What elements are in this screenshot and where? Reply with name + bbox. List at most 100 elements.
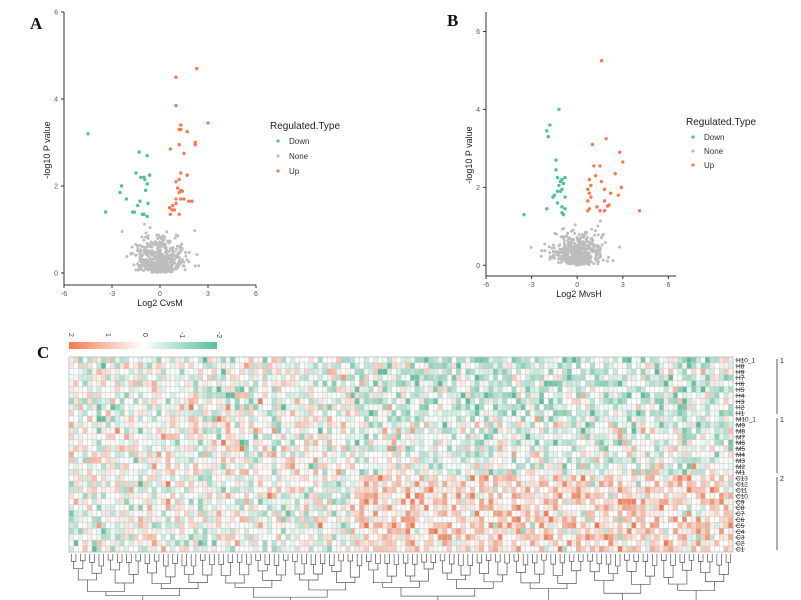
heatmap-cell <box>354 415 360 423</box>
heatmap-cell <box>626 498 632 505</box>
heatmap-cell <box>96 368 102 375</box>
heatmap-cell <box>654 439 660 446</box>
point-none <box>577 246 581 250</box>
heatmap-cell <box>562 398 568 405</box>
heatmap-cell <box>672 504 678 511</box>
heatmap-cell <box>580 445 586 452</box>
heatmap-cell <box>410 386 416 393</box>
heatmap-cell <box>622 457 628 464</box>
heatmap-cell <box>728 498 734 505</box>
point-none <box>547 245 551 249</box>
heatmap-cell <box>502 457 508 464</box>
heatmap-cell <box>654 498 660 505</box>
y-tick-label: 6 <box>54 10 58 17</box>
heatmap-cell <box>327 504 333 511</box>
heatmap-cell <box>511 474 517 482</box>
heatmap-cell <box>220 486 226 494</box>
point-up <box>618 150 622 154</box>
heatmap-cell <box>165 392 171 399</box>
point-none <box>144 257 148 261</box>
point-down <box>118 190 122 195</box>
heatmap-cell <box>552 480 558 488</box>
heatmap-cell <box>520 457 526 464</box>
heatmap-cell <box>396 386 402 393</box>
heatmap-cell <box>386 474 392 482</box>
heatmap-cell <box>700 433 706 440</box>
heatmap-cell <box>234 469 240 476</box>
heatmap-cell <box>589 404 595 411</box>
heatmap-cell <box>386 409 392 417</box>
heatmap-cell <box>433 480 439 488</box>
heatmap-cell <box>493 498 499 505</box>
point-none <box>600 243 604 247</box>
heatmap-cell <box>488 474 494 482</box>
heatmap-cell <box>580 386 586 393</box>
heatmap-cell <box>617 398 623 405</box>
heatmap-cell <box>511 445 517 452</box>
x-tick-label: 0 <box>158 291 162 298</box>
heatmap-cell <box>197 510 203 517</box>
heatmap-cell <box>446 362 452 370</box>
heatmap-cell <box>649 469 655 476</box>
heatmap-cell <box>529 362 535 370</box>
heatmap-cell <box>91 421 97 429</box>
heatmap-cell <box>82 457 88 464</box>
heatmap-cell <box>220 439 226 446</box>
heatmap-cell <box>718 421 724 429</box>
heatmap-cell <box>322 498 328 505</box>
point-none <box>596 233 600 237</box>
heatmap-cell <box>359 409 365 417</box>
heatmap-cell <box>695 457 701 464</box>
heatmap-cell <box>313 386 319 393</box>
heatmap-cell <box>529 498 535 505</box>
heatmap-cell <box>419 457 425 464</box>
heatmap-cell <box>465 409 471 417</box>
heatmap-cell <box>128 492 134 500</box>
heatmap-cell <box>368 421 374 429</box>
heatmap-cell <box>165 415 171 423</box>
heatmap-cell <box>437 421 443 429</box>
heatmap-cell <box>262 398 268 405</box>
heatmap-cell <box>635 415 641 423</box>
heatmap-cell <box>340 474 346 482</box>
heatmap-cell <box>359 392 365 399</box>
heatmap-cell <box>543 380 549 387</box>
x-tick-label: -6 <box>483 282 489 289</box>
heatmap-cell <box>170 457 176 464</box>
heatmap-cell <box>460 433 466 440</box>
heatmap-cell <box>368 480 374 488</box>
point-none <box>134 268 138 272</box>
heatmap-cell <box>718 486 724 494</box>
heatmap-cell <box>502 463 508 470</box>
point-none <box>129 252 133 256</box>
heatmap-cell <box>317 392 323 399</box>
heatmap-cell <box>290 469 296 476</box>
heatmap-cell <box>193 486 199 494</box>
heatmap-cell <box>516 492 522 500</box>
heatmap-cell <box>552 409 558 417</box>
heatmap-cell <box>686 451 692 458</box>
heatmap-cell <box>331 362 337 370</box>
heatmap-cell <box>248 451 254 458</box>
heatmap-cell <box>410 433 416 440</box>
heatmap-cell <box>552 386 558 393</box>
heatmap-cell <box>589 480 595 488</box>
heatmap-cell <box>165 463 171 470</box>
heatmap-cell <box>142 469 148 476</box>
heatmap-cell <box>391 421 397 429</box>
heatmap-cell <box>654 445 660 452</box>
heatmap-cell <box>188 510 194 517</box>
heatmap-cell <box>576 463 582 470</box>
heatmap-cell <box>589 457 595 464</box>
point-none <box>136 246 140 250</box>
heatmap-cell <box>128 362 134 370</box>
heatmap-cell <box>433 368 439 375</box>
heatmap-cell <box>202 498 208 505</box>
heatmap-cell <box>672 368 678 375</box>
heatmap-cell <box>377 439 383 446</box>
heatmap-cell <box>483 474 489 482</box>
heatmap-cell <box>303 457 309 464</box>
heatmap-cell <box>405 374 411 381</box>
heatmap-cell <box>87 368 93 375</box>
heatmap-cell <box>197 386 203 393</box>
